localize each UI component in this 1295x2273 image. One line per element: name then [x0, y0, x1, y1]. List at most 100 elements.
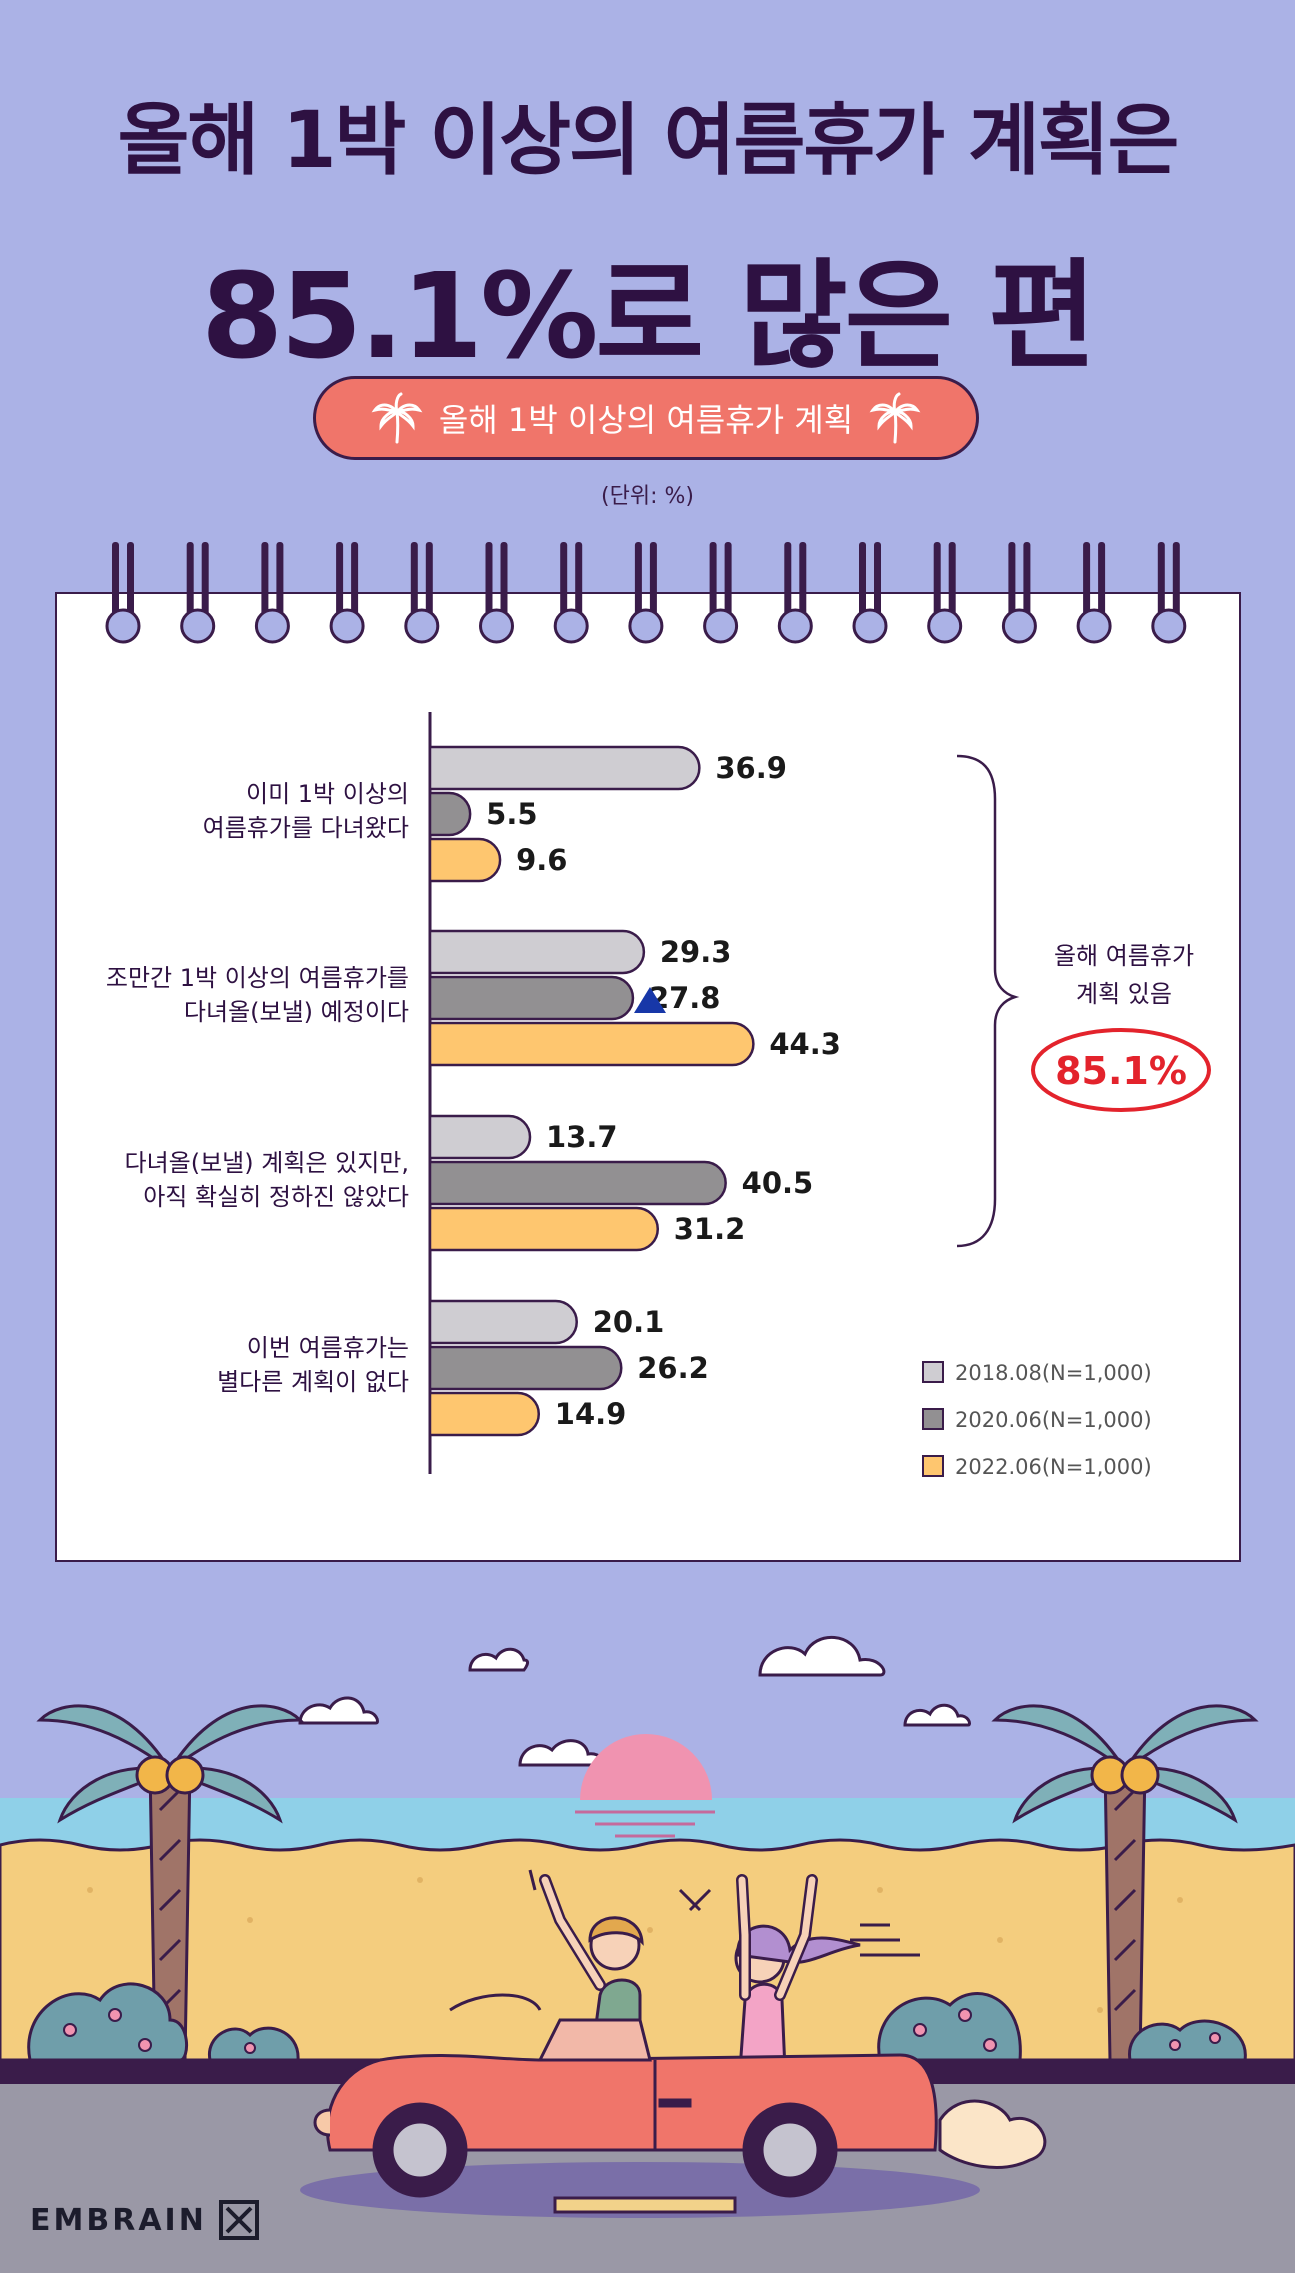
logo-text: EMBRAIN	[30, 2202, 207, 2238]
subtitle-text: 올해 1박 이상의 여름휴가 계획	[438, 401, 854, 439]
ring-bar	[1023, 542, 1031, 620]
bar	[428, 1345, 623, 1391]
ring-hole	[479, 608, 514, 644]
category-label: 여름휴가를 다녀왔다	[203, 814, 409, 842]
ring-hole	[927, 608, 963, 644]
bracket	[956, 754, 1020, 1248]
ring-bar	[933, 542, 941, 620]
ring-hole	[404, 608, 440, 644]
palm-tree-left	[36, 1704, 304, 2062]
ring-hole	[628, 608, 664, 644]
ring-hole	[703, 608, 739, 644]
ring-bar	[425, 542, 433, 620]
embrain-logo: EMBRAIN	[30, 2200, 259, 2240]
bar	[428, 929, 646, 975]
ring-bar	[485, 542, 493, 620]
bar	[428, 1114, 532, 1160]
ring-bar	[1083, 542, 1091, 620]
value-label: 13.7	[546, 1120, 618, 1154]
ring-bar	[784, 542, 792, 620]
bar	[428, 1021, 755, 1067]
ring-bar	[948, 542, 956, 620]
ring-bar	[201, 542, 209, 620]
title-line-1: 올해 1박 이상의 여름휴가 계획은	[117, 96, 1180, 186]
value-label: 36.9	[715, 751, 787, 785]
ring-bar	[186, 542, 194, 620]
value-label: 9.6	[516, 843, 567, 877]
ring-hole	[1076, 608, 1112, 644]
ring-bar	[709, 542, 717, 620]
subtitle-pill: 올해 1박 이상의 여름휴가 계획	[313, 376, 979, 460]
highlight-ellipse	[1031, 1028, 1211, 1112]
ring-bar	[649, 542, 657, 620]
category-label: 아직 확실히 정하진 않았다	[143, 1183, 409, 1211]
ring-bar	[799, 542, 807, 620]
legend-swatch	[922, 1455, 944, 1477]
ring-bar	[500, 542, 508, 620]
bracket-label: 올해 여름휴가	[1054, 942, 1194, 970]
value-label: 20.1	[593, 1305, 665, 1339]
palm-tree-right	[991, 1704, 1259, 2062]
value-label: 44.3	[769, 1027, 841, 1061]
value-label: 14.9	[555, 1397, 627, 1431]
beach-scene-illustration	[0, 1636, 1295, 2273]
ring-bar	[1157, 542, 1165, 620]
ring-bar	[112, 542, 119, 620]
ring-bar	[351, 542, 359, 620]
bar	[428, 1206, 660, 1252]
category-label: 이미 1박 이상의	[246, 780, 409, 808]
bar	[428, 1299, 578, 1345]
ring-bar	[724, 542, 732, 620]
legend-label: 2018.08(N=1,000)	[955, 1361, 1152, 1385]
embrain-mark-icon	[218, 2200, 259, 2240]
palm-tree-icon	[371, 392, 423, 444]
highlight-value: 85.1%	[1055, 1049, 1187, 1093]
ring-hole	[180, 608, 216, 644]
ring-hole	[1001, 608, 1037, 644]
triangle-marker	[634, 987, 666, 1013]
ring-bar	[261, 542, 269, 620]
ring-bar	[634, 542, 642, 620]
bar	[428, 837, 502, 883]
bar	[428, 1160, 727, 1206]
bar	[428, 745, 701, 791]
ring-hole	[254, 608, 290, 644]
title-line-2: 85.1%로 많은 편	[201, 247, 1097, 385]
ring-hole	[852, 608, 888, 644]
ring-bar	[859, 542, 866, 620]
legend-swatch	[922, 1408, 944, 1430]
ring-bar	[336, 542, 344, 620]
ring-bar	[410, 542, 418, 620]
ring-hole	[329, 608, 365, 644]
ring-hole	[777, 608, 813, 644]
bracket-label: 계획 있음	[1076, 980, 1172, 1008]
cloud-icon	[298, 1636, 972, 1767]
ring-bar	[127, 542, 134, 620]
ring-bar	[575, 542, 583, 620]
bar	[428, 791, 472, 837]
legend-label: 2020.06(N=1,000)	[955, 1408, 1152, 1432]
value-label: 40.5	[742, 1166, 814, 1200]
category-label: 이번 여름휴가는	[247, 1334, 409, 1362]
legend-swatch	[922, 1361, 944, 1383]
category-label: 다녀올(보낼) 계획은 있지만,	[125, 1149, 410, 1177]
value-label: 26.2	[637, 1351, 709, 1385]
ring-bar	[560, 542, 568, 620]
legend-label: 2022.06(N=1,000)	[955, 1455, 1152, 1479]
notebook-rings	[105, 542, 1187, 644]
category-label: 조만간 1박 이상의 여름휴가를	[106, 964, 409, 992]
unit-label: (단위: %)	[601, 484, 694, 509]
ring-bar	[276, 542, 284, 620]
ring-hole	[105, 608, 141, 644]
ring-bar	[1172, 542, 1180, 620]
value-label: 5.5	[486, 797, 537, 831]
palm-tree-icon	[869, 392, 921, 444]
value-label: 31.2	[674, 1212, 746, 1246]
ring-bar	[1008, 542, 1016, 620]
ring-hole	[1151, 608, 1187, 644]
ring-bar	[874, 542, 881, 620]
ring-bar	[1098, 542, 1106, 620]
bar	[428, 975, 635, 1021]
